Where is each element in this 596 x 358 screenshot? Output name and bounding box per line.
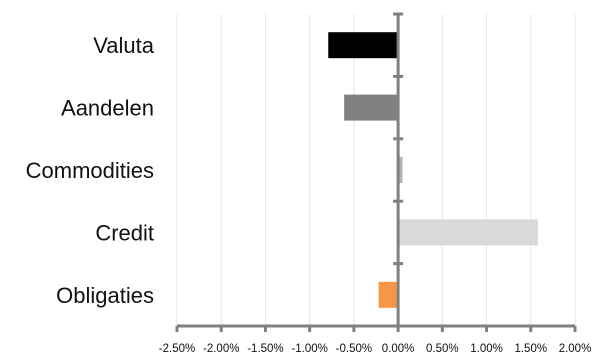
bar-commodities [398,157,403,183]
x-tick-label: 2.00% [559,343,592,355]
x-tick-label: 0.50% [426,343,459,355]
x-tick-label: -0.50% [336,343,372,355]
bar-valuta [328,32,399,59]
category-label: Credit [95,220,154,245]
axes [175,12,577,332]
x-tick-label: -1.50% [247,343,283,355]
x-tick-label: -2.00% [203,343,239,355]
bar-aandelen [344,94,399,121]
labels: Valuta Aandelen Commodities Credit Obligatie… [26,33,592,355]
gridlines [176,14,576,326]
x-tick-label: 1.00% [470,343,503,355]
category-label: Valuta [93,33,155,58]
category-label: Aandelen [61,96,154,121]
x-tick-label: 0.00% [382,343,415,355]
bar-obligaties [378,281,399,308]
bars [328,32,538,308]
x-tick-label: -1.00% [291,343,327,355]
bar-credit [398,219,538,246]
category-label: Commodities [26,158,154,183]
x-tick-label: -2.50% [159,343,195,355]
x-tick-label: 1.50% [514,343,547,355]
category-label: Obligaties [56,283,154,308]
